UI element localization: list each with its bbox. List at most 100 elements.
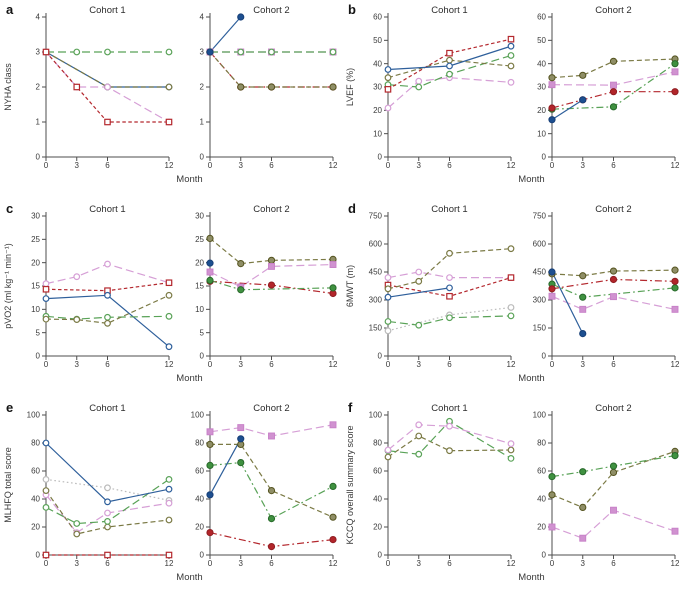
svg-text:20: 20 xyxy=(195,523,204,532)
data-point-red xyxy=(384,86,392,93)
svg-text:40: 40 xyxy=(31,495,40,504)
series-line-plum xyxy=(45,51,170,123)
svg-text:300: 300 xyxy=(533,296,547,305)
data-point-olive xyxy=(507,62,515,70)
svg-text:20: 20 xyxy=(537,523,546,532)
data-point-olive xyxy=(104,523,111,531)
data-point-green xyxy=(415,83,423,91)
svg-text:25: 25 xyxy=(31,235,40,244)
data-point-plum xyxy=(384,104,392,112)
svg-text:12: 12 xyxy=(507,559,516,568)
y-axis-label: 6MWT (m) xyxy=(345,265,355,307)
data-point-plum xyxy=(548,81,556,89)
series-line-olive xyxy=(551,450,676,509)
data-point-green xyxy=(446,70,453,78)
data-point-olive xyxy=(237,83,245,91)
data-point-blue xyxy=(237,13,245,21)
data-point-olive xyxy=(42,315,50,323)
data-point-plum xyxy=(548,523,556,531)
data-point-blue xyxy=(237,435,245,443)
svg-text:40: 40 xyxy=(373,495,382,504)
data-point-olive xyxy=(384,453,392,461)
svg-text:50: 50 xyxy=(537,36,546,45)
series-line-red xyxy=(551,91,675,109)
data-point-olive xyxy=(267,83,276,91)
series-line-green xyxy=(387,420,512,459)
svg-text:0: 0 xyxy=(378,352,383,361)
data-point-olive xyxy=(548,74,556,82)
data-point-olive xyxy=(446,447,453,455)
data-point-blue xyxy=(384,66,392,73)
data-point-blue xyxy=(42,295,50,302)
data-point-olive xyxy=(609,267,618,275)
data-point-plum xyxy=(548,292,556,300)
svg-text:0: 0 xyxy=(44,360,49,369)
svg-text:1: 1 xyxy=(36,118,41,127)
svg-text:Cohort 2: Cohort 2 xyxy=(253,403,289,414)
data-point-blue xyxy=(579,330,587,338)
x-axis-label: Month xyxy=(176,174,202,185)
panel-b: b 0 10 20 30 40 50 60 0 3 6 12 Cohort 1 0 10 20 30 40 50 6… xyxy=(342,0,685,199)
svg-text:Cohort 2: Cohort 2 xyxy=(595,5,631,16)
svg-text:30: 30 xyxy=(31,212,40,221)
panel-d-chart: 0 150 300 450 600 750 0 3 6 12 Cohort 1 0 150 300 450 6… xyxy=(345,204,680,384)
svg-text:Cohort 1: Cohort 1 xyxy=(431,5,467,16)
svg-text:60: 60 xyxy=(537,13,546,22)
svg-text:12: 12 xyxy=(507,161,516,170)
svg-text:100: 100 xyxy=(533,411,547,420)
data-point-blue xyxy=(446,62,453,70)
series-line-plum xyxy=(209,424,334,437)
data-point-olive xyxy=(206,234,214,243)
svg-text:0: 0 xyxy=(378,153,383,162)
data-point-olive xyxy=(446,249,453,257)
svg-text:0: 0 xyxy=(200,352,205,361)
svg-text:3: 3 xyxy=(581,559,586,568)
svg-text:3: 3 xyxy=(200,48,205,57)
series-line-plum xyxy=(387,424,512,451)
svg-text:Cohort 2: Cohort 2 xyxy=(595,204,631,215)
svg-text:20: 20 xyxy=(373,523,382,532)
svg-text:6: 6 xyxy=(447,360,452,369)
data-point-red xyxy=(267,543,276,551)
panel-e-chart: 0 20 40 60 80 100 0 3 6 12 Cohort 1 0 20 40 60 80 100 0 3 6… xyxy=(3,403,338,583)
panel-d: d 0 150 300 450 600 750 0 3 6 12 Cohort 1 0 150 300 45… xyxy=(342,199,685,398)
data-point-green xyxy=(671,60,679,68)
data-point-red xyxy=(548,285,556,293)
data-point-plum xyxy=(610,293,617,301)
data-point-plum xyxy=(268,432,275,440)
svg-text:4: 4 xyxy=(36,13,41,22)
svg-text:6: 6 xyxy=(611,360,616,369)
data-point-plum xyxy=(42,280,50,288)
data-point-red xyxy=(165,279,173,287)
svg-text:20: 20 xyxy=(537,106,546,115)
data-point-grey xyxy=(507,304,515,311)
svg-text:20: 20 xyxy=(373,106,382,115)
svg-text:100: 100 xyxy=(27,411,41,420)
svg-text:0: 0 xyxy=(386,360,391,369)
subplot-cohort-1: 0 5 10 15 20 25 30 0 3 6 12 Cohort 1 xyxy=(31,204,174,369)
data-point-green xyxy=(579,293,587,301)
svg-text:1: 1 xyxy=(200,118,205,127)
svg-text:2: 2 xyxy=(36,83,41,92)
subplot-cohort-2: 0 150 300 450 600 750 0 3 6 12 Cohort 2 xyxy=(533,204,680,369)
x-axis-label: Month xyxy=(518,174,544,185)
data-point-olive xyxy=(415,432,423,440)
data-point-red xyxy=(42,285,50,293)
svg-text:6: 6 xyxy=(105,360,110,369)
subplot-cohort-1: 0 150 300 450 600 750 0 3 6 12 Cohort 1 xyxy=(369,204,516,369)
svg-text:2: 2 xyxy=(200,83,205,92)
series-line-olive xyxy=(551,269,676,277)
svg-text:100: 100 xyxy=(369,411,383,420)
data-point-blue xyxy=(104,291,111,299)
svg-text:0: 0 xyxy=(542,153,547,162)
svg-text:6: 6 xyxy=(269,161,274,170)
data-point-red xyxy=(329,536,337,544)
data-point-plum xyxy=(446,274,453,281)
data-point-olive xyxy=(609,57,618,65)
svg-text:80: 80 xyxy=(195,439,204,448)
series-line-olive xyxy=(210,443,334,518)
svg-text:60: 60 xyxy=(373,467,382,476)
svg-text:750: 750 xyxy=(369,212,383,221)
svg-text:Cohort 1: Cohort 1 xyxy=(89,403,125,414)
